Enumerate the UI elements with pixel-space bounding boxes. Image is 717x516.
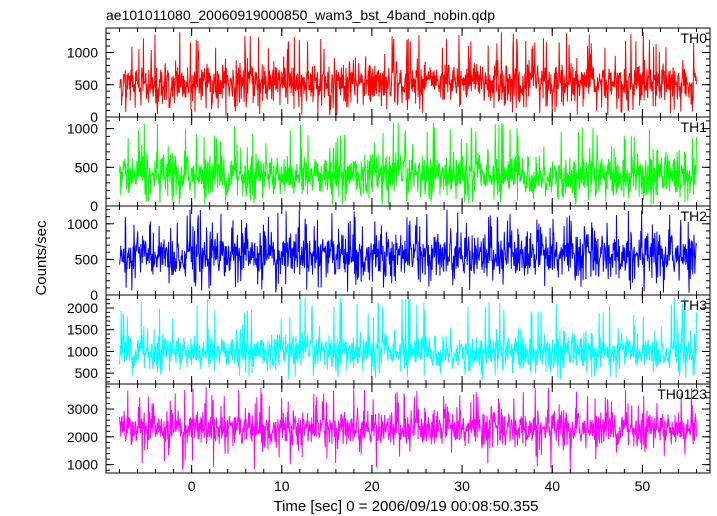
x-axis-title: Time [sec] 0 = 2006/09/19 00:08:50.355 <box>273 498 538 515</box>
x-tick-label: 50 <box>635 478 651 494</box>
panel-label-th3: TH3 <box>681 297 708 313</box>
x-tick-label: 40 <box>544 478 560 494</box>
series-th0-line <box>119 32 697 116</box>
x-tick-label: 10 <box>274 478 290 494</box>
y-tick-label: 1500 <box>67 322 98 338</box>
x-tick-label: 30 <box>454 478 470 494</box>
series-th1-line <box>119 122 697 205</box>
y-axis-title: Counts/sec <box>33 220 50 296</box>
y-tick-label: 500 <box>75 159 99 175</box>
panel-label-th0123: TH0123 <box>657 386 707 402</box>
y-tick-label: 1000 <box>67 457 98 473</box>
y-tick-label: 1000 <box>67 216 98 232</box>
panel-th3: 500 1000 1500 2000 TH3 <box>67 294 711 385</box>
x-tick-label: 0 <box>188 478 196 494</box>
series-th0123-line <box>119 386 697 470</box>
panel-label-th2: TH2 <box>681 208 708 224</box>
panel-th1: 0 500 1000 TH1 <box>67 116 711 214</box>
y-tick-label: 1000 <box>67 45 98 61</box>
y-tick-label: 500 <box>75 77 99 93</box>
panel-label-th0: TH0 <box>681 30 708 46</box>
y-tick-label: 0 <box>90 287 98 303</box>
y-tick-label: 0 <box>90 109 98 125</box>
y-tick-label: 3000 <box>67 401 98 417</box>
series-th3-line <box>119 297 697 380</box>
panel-label-th1: TH1 <box>681 119 708 135</box>
chart-title: ae101011080_20060919000850_wam3_bst_4ban… <box>106 7 495 23</box>
y-tick-label: 0 <box>90 198 98 214</box>
series-th2-line <box>119 209 697 293</box>
y-tick-label: 1000 <box>67 343 98 359</box>
y-tick-label: 1000 <box>67 121 98 137</box>
y-tick-label: 2000 <box>67 300 98 316</box>
panel-th2: 0 500 1000 TH2 <box>67 205 711 303</box>
x-tick-label: 20 <box>364 478 380 494</box>
y-tick-label: 2000 <box>67 429 98 445</box>
panel-th0123: 1000 2000 3000 TH0123 <box>67 383 711 474</box>
y-tick-label: 500 <box>75 365 99 381</box>
panel-th0: 0 500 1000 TH0 <box>67 27 711 125</box>
y-tick-label: 500 <box>75 251 99 267</box>
